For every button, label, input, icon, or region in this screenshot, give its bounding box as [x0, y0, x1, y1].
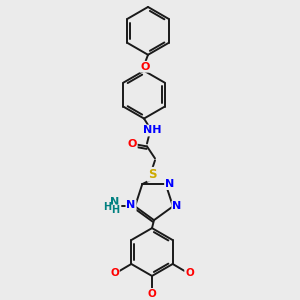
Text: N: N [110, 197, 120, 207]
Text: O: O [140, 62, 150, 72]
Text: NH: NH [143, 125, 161, 136]
Text: O: O [128, 140, 137, 149]
Text: H: H [103, 202, 111, 212]
Text: N: N [126, 200, 136, 210]
Text: N: N [165, 179, 174, 189]
Text: N: N [172, 201, 182, 212]
Text: O: O [148, 289, 156, 299]
Text: S: S [148, 168, 156, 181]
Text: H: H [111, 206, 119, 215]
Text: O: O [185, 268, 194, 278]
Text: O: O [110, 268, 119, 278]
